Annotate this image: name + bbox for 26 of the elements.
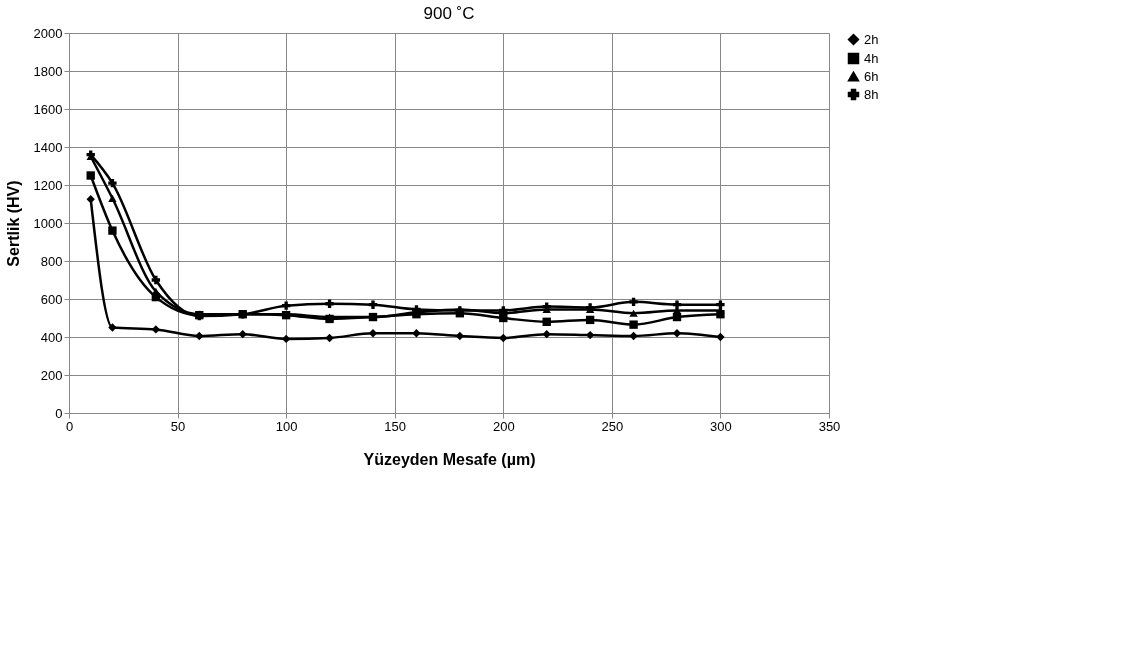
y-tick-label: 600 [40, 291, 63, 307]
y-axis-title: Sertlik (HV) [4, 180, 22, 267]
x-tick-label: 150 [384, 418, 407, 434]
y-tick-label: 1200 [33, 177, 63, 193]
x-tick-label: 300 [710, 418, 732, 434]
y-tick-label: 1600 [33, 101, 63, 117]
y-tick-label: 400 [40, 329, 63, 345]
y-tick-label: 1400 [33, 139, 63, 155]
legend-label: 6h [864, 68, 879, 84]
y-tick-label: 0 [55, 405, 63, 421]
x-tick-label: 200 [492, 418, 515, 434]
legend-label: 8h [864, 86, 879, 102]
legend-label: 4h [864, 50, 879, 66]
x-tick-label: 250 [601, 418, 624, 434]
y-tick-label: 2000 [33, 25, 63, 41]
x-tick-label: 350 [818, 418, 841, 434]
x-tick-label: 100 [275, 418, 298, 434]
y-tick-label: 1800 [33, 63, 63, 79]
y-tick-label: 800 [40, 253, 63, 269]
y-tick-label: 1000 [33, 215, 63, 231]
x-tick-label: 0 [65, 418, 74, 434]
x-tick-label: 50 [170, 418, 186, 434]
x-axis-title: Yüzeyden Mesafe (µm) [363, 450, 536, 468]
legend-label: 2h [864, 31, 879, 47]
y-tick-label: 200 [40, 367, 63, 383]
chart-title: 900 ˚C [423, 4, 475, 23]
